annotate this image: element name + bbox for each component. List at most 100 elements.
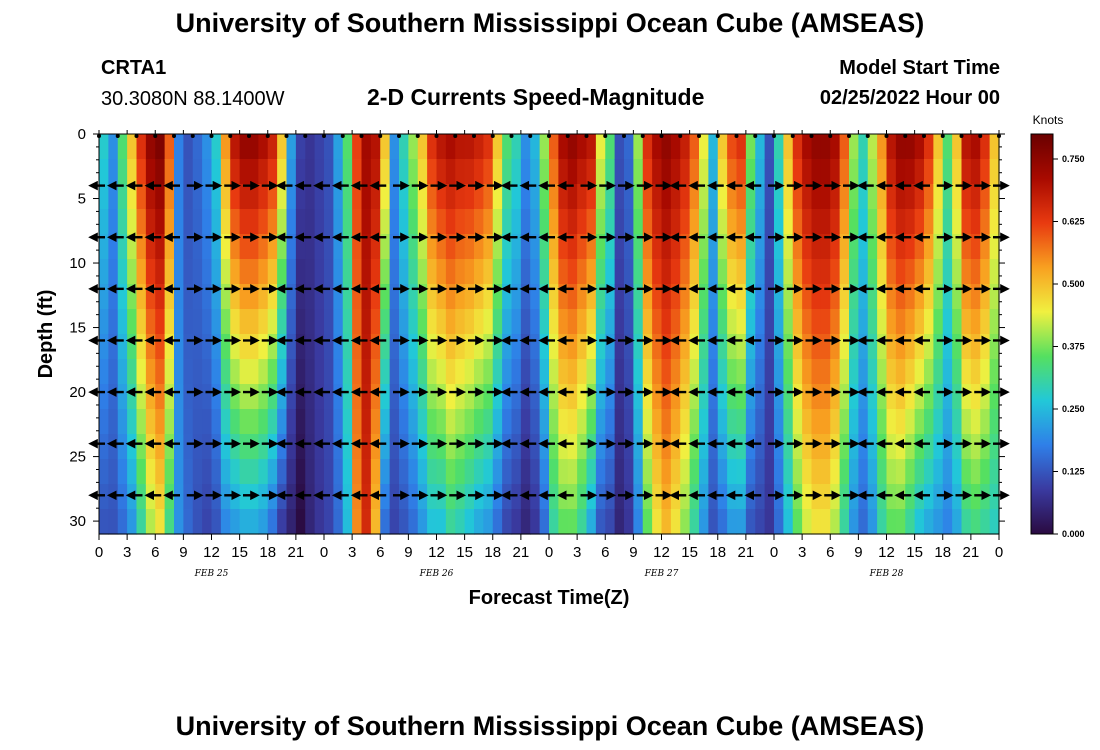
heatmap-cell <box>670 259 681 285</box>
heatmap-cell <box>427 359 438 385</box>
heatmap-cell <box>239 259 250 285</box>
heatmap-cell <box>511 234 522 260</box>
heatmap-cell <box>492 484 503 510</box>
heatmap-cell <box>736 309 747 335</box>
heatmap-cell <box>839 184 850 210</box>
heatmap-cell <box>642 484 653 510</box>
heatmap-cell <box>202 184 213 210</box>
heatmap-cell <box>895 509 906 535</box>
heatmap-cell <box>830 234 841 260</box>
heatmap-cell <box>342 209 353 235</box>
heatmap-cell <box>577 134 588 160</box>
heatmap-cell <box>211 459 222 485</box>
heatmap-cell <box>670 309 681 335</box>
heatmap-cell <box>708 259 719 285</box>
heatmap-cell <box>492 284 503 310</box>
heatmap-cell <box>389 309 400 335</box>
heatmap-cell <box>474 209 484 235</box>
heatmap-cell <box>483 284 494 310</box>
heatmap-cell <box>586 309 597 335</box>
heatmap-cell <box>277 134 288 160</box>
heatmap-cell <box>445 284 456 310</box>
heatmap-cell <box>764 284 775 310</box>
heatmap-cell <box>324 459 334 485</box>
heatmap-cell <box>661 134 672 160</box>
heatmap-cell <box>230 184 241 210</box>
heatmap-cell <box>305 134 316 160</box>
heatmap-cell <box>689 134 700 160</box>
heatmap-cell <box>267 334 278 360</box>
heatmap-cell <box>567 484 578 510</box>
heatmap-cell <box>380 134 391 160</box>
heatmap-cell <box>370 409 381 435</box>
x-tick-label: 0 <box>95 544 103 561</box>
heatmap-cell <box>633 209 644 235</box>
heatmap-cell <box>970 159 981 185</box>
heatmap-cell <box>558 484 569 510</box>
heatmap-cell <box>295 259 306 285</box>
heatmap-cell <box>952 134 963 160</box>
heatmap-cell <box>455 384 466 410</box>
heatmap-cell <box>427 134 438 160</box>
heatmap-cell <box>727 459 738 485</box>
heatmap-cell <box>127 434 138 460</box>
heatmap-cell <box>108 484 119 510</box>
heatmap-cell <box>286 434 297 460</box>
heatmap-cell <box>558 284 569 310</box>
surface-vector-dot <box>190 134 195 138</box>
heatmap-cell <box>220 209 231 235</box>
heatmap-cell <box>183 184 194 210</box>
heatmap-cell <box>520 309 531 335</box>
heatmap-cell <box>736 359 747 385</box>
heatmap-cell <box>905 409 916 435</box>
heatmap-cell <box>277 459 288 485</box>
heatmap-cell <box>689 284 700 310</box>
heatmap-cell <box>549 359 559 385</box>
heatmap-cell <box>605 509 616 535</box>
heatmap-cell <box>258 234 269 260</box>
heatmap-cell <box>436 134 447 160</box>
heatmap-cell <box>258 459 269 485</box>
heatmap-cell <box>839 409 850 435</box>
heatmap-cell <box>717 159 728 185</box>
heatmap-cell <box>445 384 456 410</box>
heatmap-cell <box>614 334 625 360</box>
heatmap-cell <box>305 434 316 460</box>
heatmap-cell <box>811 134 822 160</box>
heatmap-cell <box>492 359 503 385</box>
heatmap-cell <box>530 334 541 360</box>
heatmap-cell <box>436 459 447 485</box>
heatmap-cell <box>670 284 681 310</box>
heatmap-cell <box>99 484 109 510</box>
heatmap-cell <box>558 259 569 285</box>
heatmap-cell <box>258 309 269 335</box>
heatmap-cell <box>980 334 991 360</box>
heatmap-cell <box>652 234 663 260</box>
heatmap-cell <box>539 184 550 210</box>
heatmap-cell <box>145 459 156 485</box>
heatmap-cell <box>970 259 981 285</box>
heatmap-cell <box>286 259 297 285</box>
heatmap-cell <box>324 259 334 285</box>
heatmap-cell <box>577 234 588 260</box>
heatmap-cell <box>136 309 147 335</box>
heatmap-cell <box>455 334 466 360</box>
heatmap-cell <box>670 509 681 535</box>
heatmap-cell <box>755 334 766 360</box>
heatmap-cell <box>905 459 916 485</box>
heatmap-cell <box>699 409 709 435</box>
heatmap-cell <box>877 384 888 410</box>
heatmap-cell <box>961 459 972 485</box>
heatmap-cell <box>520 484 531 510</box>
heatmap-cell <box>145 359 156 385</box>
heatmap-cell <box>267 259 278 285</box>
heatmap-cell <box>445 259 456 285</box>
surface-vector-dot <box>303 134 308 138</box>
heatmap-cell <box>877 184 888 210</box>
heatmap-cell <box>895 309 906 335</box>
heatmap-cell <box>295 484 306 510</box>
heatmap-cell <box>239 434 250 460</box>
surface-vector-dot <box>565 134 570 138</box>
heatmap-cell <box>830 434 841 460</box>
station-id: CRTA1 <box>101 57 167 79</box>
